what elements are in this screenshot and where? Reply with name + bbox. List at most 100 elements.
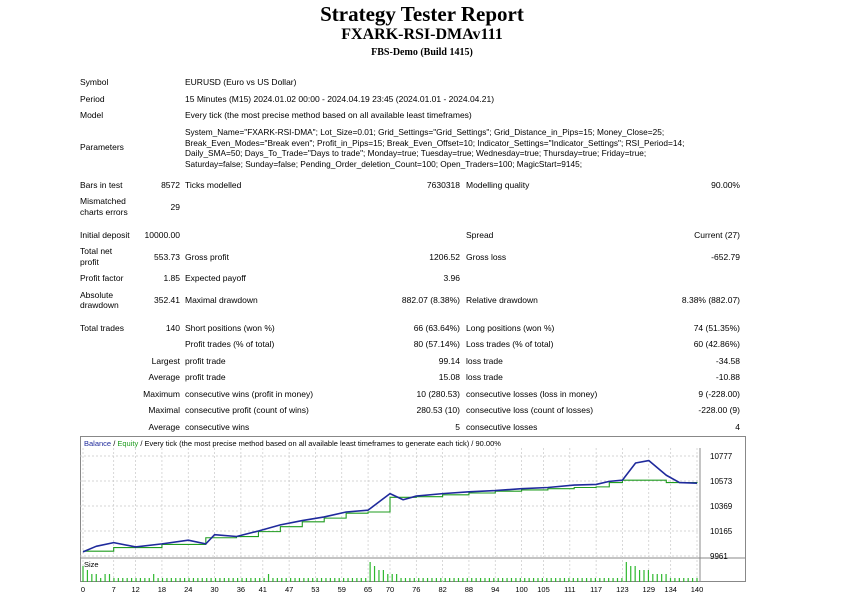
gross-loss-label: Gross loss: [466, 252, 507, 262]
x-tick-label: 123: [616, 585, 629, 594]
profit-factor-label: Profit factor: [80, 273, 124, 283]
x-tick-label: 117: [590, 585, 602, 594]
parameters-value: System_Name="FXARK-RSI-DMA"; Lot_Size=0.…: [185, 127, 685, 169]
x-tick-label: 134: [664, 585, 677, 594]
bars-value: 8572: [161, 180, 180, 190]
quality-value: 90.00%: [711, 180, 740, 190]
max-dd-value: 882.07 (8.38%): [401, 295, 460, 305]
loss-trades-label: Loss trades (% of total): [466, 339, 554, 349]
profit-trades-value: 80 (57.14%): [413, 339, 460, 349]
rel-dd-value: 8.38% (882.07): [681, 295, 740, 305]
largest-loss-label: loss trade: [466, 356, 503, 366]
gross-loss-value: -652.79: [711, 252, 740, 262]
ticks-label: Ticks modelled: [185, 180, 242, 190]
model-value: Every tick (the most precise method base…: [185, 110, 472, 120]
symbol-value: EURUSD (Euro vs US Dollar): [185, 77, 297, 87]
period-value: 15 Minutes (M15) 2024.01.02 00:00 - 2024…: [185, 94, 495, 104]
x-tick-label: 94: [491, 585, 499, 594]
bars-label: Bars in test: [80, 180, 123, 190]
rel-dd-label: Relative drawdown: [466, 295, 538, 305]
payoff-label: Expected payoff: [185, 273, 246, 283]
ticks-value: 7630318: [426, 180, 460, 190]
x-tick-label: 82: [438, 585, 446, 594]
net-label-2: profit: [80, 257, 99, 267]
trades-label: Total trades: [80, 323, 124, 333]
maximum-label: Maximum: [143, 389, 180, 399]
model-label: Model: [80, 110, 104, 120]
report-title: Strategy Tester Report: [320, 2, 524, 26]
deposit-label: Initial deposit: [80, 230, 130, 240]
x-tick-label: 100: [515, 585, 528, 594]
x-tick-label: 47: [285, 585, 293, 594]
x-tick-label: 140: [691, 585, 704, 594]
x-tick-label: 41: [259, 585, 267, 594]
parameters-label: Parameters: [80, 142, 124, 152]
net-value: 553.73: [154, 252, 180, 262]
maximal-profit-label: consecutive profit (count of wins): [185, 405, 309, 415]
x-tick-label: 7: [112, 585, 116, 594]
avg-cons-wins-value: 5: [455, 422, 460, 432]
series-equity-line: [82, 459, 698, 553]
x-tick-label: 12: [131, 585, 139, 594]
quality-label: Modelling quality: [466, 180, 530, 190]
abs-dd-label-1: Absolute: [80, 290, 114, 300]
largest-profit-value: 99.14: [438, 356, 460, 366]
average-loss-value: -10.88: [715, 372, 740, 382]
x-tick-label: 24: [184, 585, 192, 594]
trades-value: 140: [165, 323, 180, 333]
max-cons-losses-value: 9 (-228.00): [698, 389, 740, 399]
maximal-loss-value: -228.00 (9): [698, 405, 740, 415]
abs-dd-value: 352.41: [154, 295, 180, 305]
abs-dd-label-2: drawdown: [80, 300, 119, 310]
spread-label: Spread: [466, 230, 494, 240]
payoff-value: 3.96: [443, 273, 460, 283]
period-label: Period: [80, 94, 105, 104]
spread-value: Current (27): [694, 230, 740, 240]
x-tick-label: 76: [412, 585, 420, 594]
maximal-loss-label: consecutive loss (count of losses): [466, 405, 594, 415]
net-label-1: Total net: [80, 246, 113, 256]
mismatch-value: 29: [170, 202, 180, 212]
x-tick-label: 53: [311, 585, 319, 594]
y-tick-label: 9961: [710, 552, 728, 561]
expert-name: FXARK-RSI-DMAv111: [341, 26, 503, 43]
x-tick-label: 30: [210, 585, 218, 594]
x-tick-label: 129: [642, 585, 655, 594]
mismatch-label-1: Mismatched: [80, 196, 126, 206]
x-tick-label: 18: [158, 585, 166, 594]
x-tick-label: 0: [81, 585, 85, 594]
symbol-label: Symbol: [80, 77, 109, 87]
size-label: Size: [84, 560, 99, 569]
max-dd-label: Maximal drawdown: [185, 295, 258, 305]
maximal-label: Maximal: [148, 405, 180, 415]
y-tick-label: 10165: [710, 527, 733, 536]
deposit-value: 10000.00: [144, 230, 180, 240]
y-tick-label: 10369: [710, 502, 733, 511]
server-name: FBS-Demo (Build 1415): [371, 47, 473, 58]
legend-sep: /: [111, 439, 117, 448]
profit-factor-value: 1.85: [163, 273, 180, 283]
x-tick-label: 36: [237, 585, 245, 594]
average-label: Average: [148, 372, 180, 382]
gross-profit-label: Gross profit: [185, 252, 229, 262]
maximal-profit-value: 280.53 (10): [416, 405, 460, 415]
series-balance-line: [83, 479, 698, 552]
largest-label: Largest: [151, 356, 180, 366]
mismatch-label-2: charts errors: [80, 207, 128, 217]
largest-loss-value: -34.58: [715, 356, 740, 366]
x-tick-label: 70: [386, 585, 394, 594]
x-tick-label: 65: [364, 585, 372, 594]
gross-profit-value: 1206.52: [429, 252, 460, 262]
max-cons-wins-value: 10 (280.53): [416, 389, 460, 399]
avg-cons-losses-label: consecutive losses: [466, 422, 538, 432]
avg-cons-wins-label: consecutive wins: [185, 422, 250, 432]
average-loss-label: loss trade: [466, 372, 503, 382]
long-value: 74 (51.35%): [693, 323, 740, 333]
long-label: Long positions (won %): [466, 323, 555, 333]
x-tick-label: 111: [564, 585, 575, 594]
y-tick-label: 10573: [710, 477, 733, 486]
balance-chart: 10777 10573 10369 10165 9961 Balance / Equity…: [80, 436, 746, 594]
max-cons-wins-label: consecutive wins (profit in money): [185, 389, 314, 399]
chart-legend: Balance / Equity / Every tick (the most …: [84, 439, 501, 448]
x-tick-label: 59: [338, 585, 346, 594]
